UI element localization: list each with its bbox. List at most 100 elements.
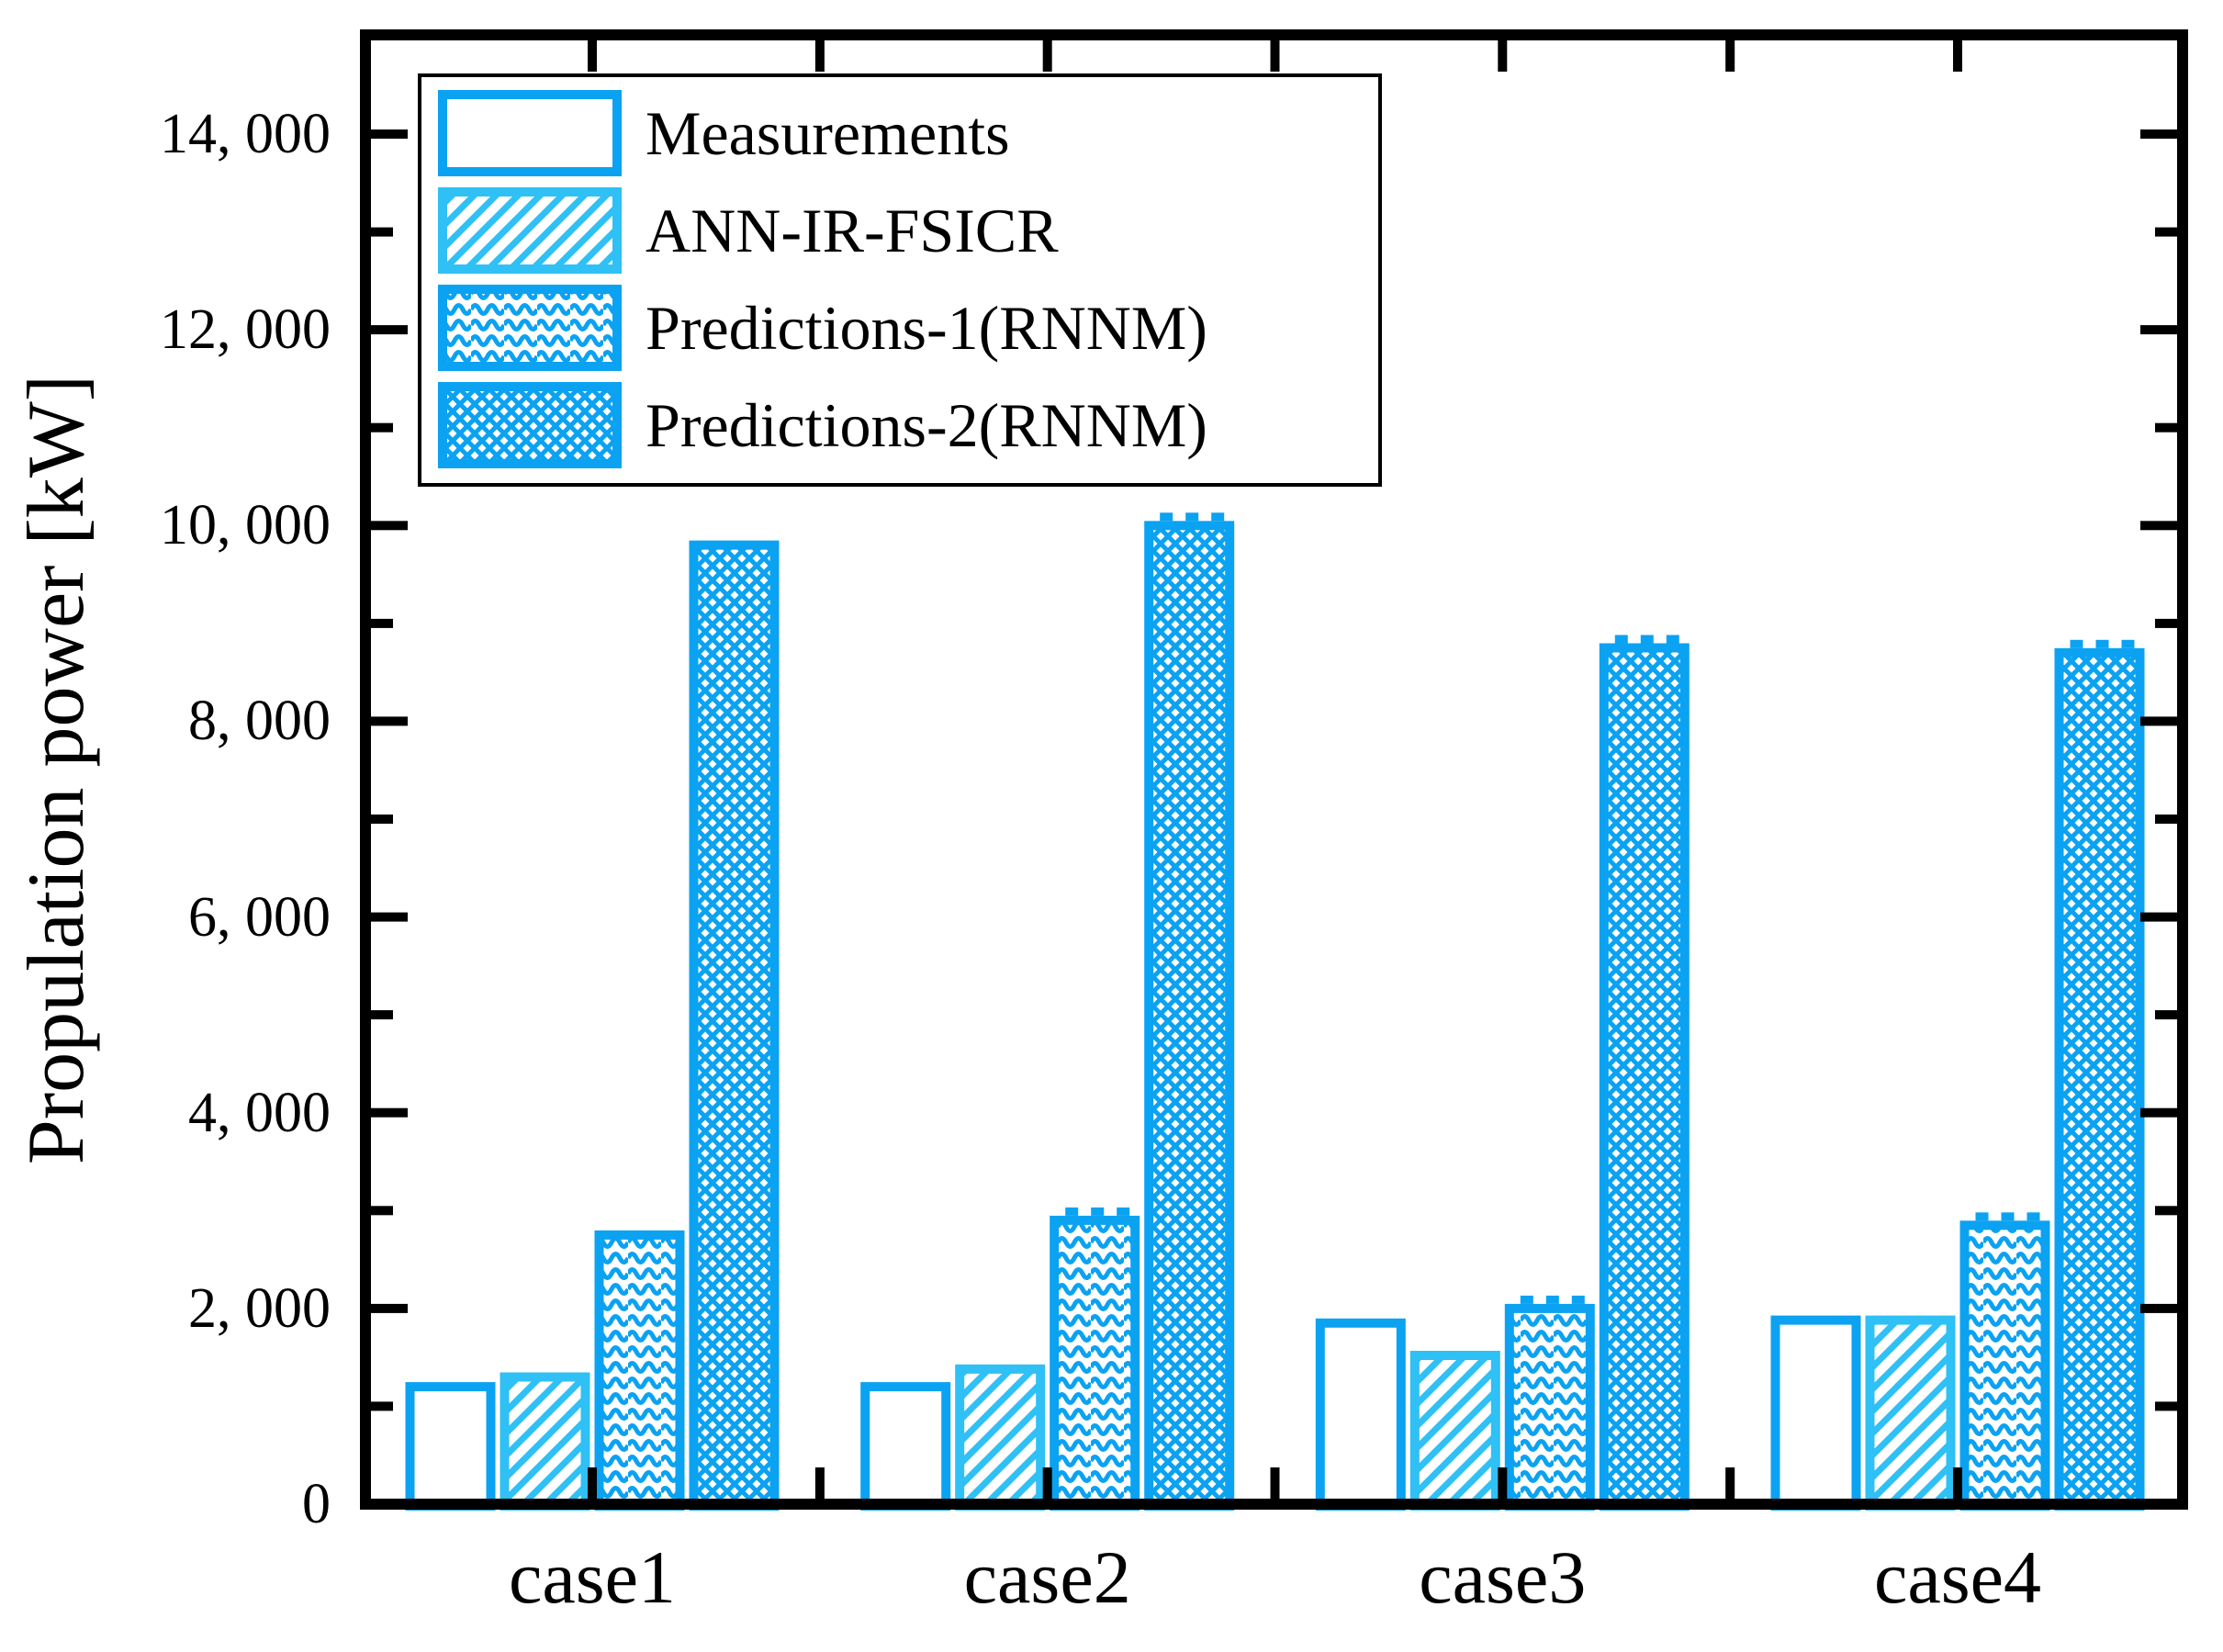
x-tick: [1042, 40, 1052, 72]
y-tick-label: 2, 000: [188, 1276, 331, 1340]
legend-row: Predictions-2(RNNM): [438, 380, 1364, 470]
bar-case3-mesh: [1599, 643, 1690, 1511]
y-tick: [371, 1401, 393, 1411]
x-tick: [1725, 40, 1735, 72]
y-tick: [2140, 129, 2177, 139]
x-tick: [814, 40, 825, 72]
y-tick: [371, 1010, 393, 1020]
y-tick: [2155, 422, 2177, 433]
error-cap: [1065, 1207, 1079, 1216]
y-tick: [2155, 1010, 2177, 1020]
y-tick: [2140, 912, 2177, 922]
bar-case1-hatch: [500, 1372, 590, 1511]
legend-row: ANN-IR-FSICR: [438, 185, 1364, 275]
y-tick: [2155, 815, 2177, 824]
error-cap: [1185, 512, 1199, 522]
y-tick: [371, 815, 393, 824]
x-category-label: case4: [1873, 1535, 2042, 1619]
y-tick-label: 14, 000: [160, 103, 331, 165]
legend-row: Measurements: [438, 88, 1364, 178]
y-tick: [371, 422, 393, 433]
error-cap: [1666, 635, 1679, 644]
x-tick: [588, 40, 597, 72]
x-category-label: case3: [1419, 1535, 1587, 1619]
legend-label: Measurements: [646, 98, 1010, 168]
x-tick: [814, 1467, 825, 1499]
x-tick: [1498, 40, 1508, 72]
legend-row: Predictions-1(RNNM): [438, 283, 1364, 373]
bar-case3-plain: [1315, 1318, 1406, 1512]
error-cap: [2121, 639, 2135, 648]
y-tick-label: 4, 000: [188, 1081, 331, 1144]
x-tick: [1042, 1467, 1052, 1499]
bar-case2-mesh: [1144, 521, 1235, 1511]
error-cap: [1160, 512, 1173, 522]
error-cap: [1211, 512, 1225, 522]
bar-case4-hatch: [1865, 1315, 1956, 1511]
y-tick: [371, 618, 393, 628]
bar-case2-plain: [860, 1382, 951, 1511]
y-tick-label: 0: [302, 1473, 331, 1535]
bar-case4-mesh: [2054, 647, 2145, 1511]
error-cap: [1117, 1207, 1130, 1216]
y-tick: [371, 912, 408, 922]
y-tick-label: 12, 000: [160, 298, 331, 362]
x-tick: [1953, 40, 1962, 72]
error-cap: [1571, 1295, 1585, 1304]
error-cap: [1520, 1295, 1533, 1304]
y-tick: [371, 129, 408, 139]
y-tick: [371, 325, 408, 335]
bar-case2-hatch: [955, 1364, 1046, 1512]
error-cap: [1545, 1295, 1559, 1304]
x-tick: [1270, 40, 1280, 72]
x-tick: [1725, 1467, 1735, 1499]
y-tick: [2140, 325, 2177, 335]
legend-swatch-plain-icon: [438, 90, 622, 176]
legend-label: Predictions-1(RNNM): [646, 293, 1207, 363]
bar-case3-wave: [1504, 1303, 1595, 1512]
y-tick-label: 8, 000: [188, 690, 331, 753]
error-cap: [2095, 639, 2109, 648]
bar-case1-mesh: [689, 540, 780, 1511]
plot-frame: [360, 29, 2188, 1510]
x-category-label: case2: [963, 1535, 1131, 1619]
error-cap: [2001, 1212, 2015, 1221]
bar-case4-plain: [1770, 1315, 1861, 1511]
legend-swatch-hatch-icon: [438, 187, 622, 274]
error-cap: [2070, 639, 2083, 648]
y-tick: [2140, 716, 2177, 726]
legend-box: Measurements ANN-IR-FSICR Predictions-1(RN…: [418, 73, 1382, 487]
error-cap: [1640, 635, 1654, 644]
y-tick: [371, 716, 408, 726]
legend-label: ANN-IR-FSICR: [646, 196, 1059, 265]
x-tick: [588, 1467, 597, 1499]
y-tick: [2155, 618, 2177, 628]
bar-case2-wave: [1050, 1215, 1140, 1512]
bar-case1-plain: [405, 1382, 496, 1511]
x-tick: [1498, 1467, 1508, 1499]
error-cap: [1614, 635, 1628, 644]
x-tick: [1953, 1467, 1962, 1499]
bar-case3-hatch: [1409, 1351, 1500, 1511]
x-category-label: case1: [508, 1535, 677, 1619]
y-tick: [2140, 1107, 2177, 1118]
x-tick: [1270, 1467, 1280, 1499]
y-tick: [371, 1107, 408, 1118]
bar-case1-wave: [594, 1230, 685, 1512]
y-tick: [371, 521, 408, 531]
y-tick: [371, 1206, 393, 1216]
y-tick-label: 6, 000: [188, 885, 331, 949]
y-tick: [2155, 227, 2177, 237]
legend-swatch-mesh-icon: [438, 382, 622, 468]
bar-case4-wave: [1959, 1220, 2050, 1512]
error-cap: [1091, 1207, 1105, 1216]
y-tick-label: 10, 000: [160, 494, 331, 557]
y-tick: [2155, 1206, 2177, 1216]
y-tick: [371, 227, 393, 237]
legend-label: Predictions-2(RNNM): [646, 390, 1207, 460]
y-tick: [371, 1303, 408, 1313]
y-tick: [2140, 521, 2177, 531]
y-tick: [2155, 1401, 2177, 1411]
